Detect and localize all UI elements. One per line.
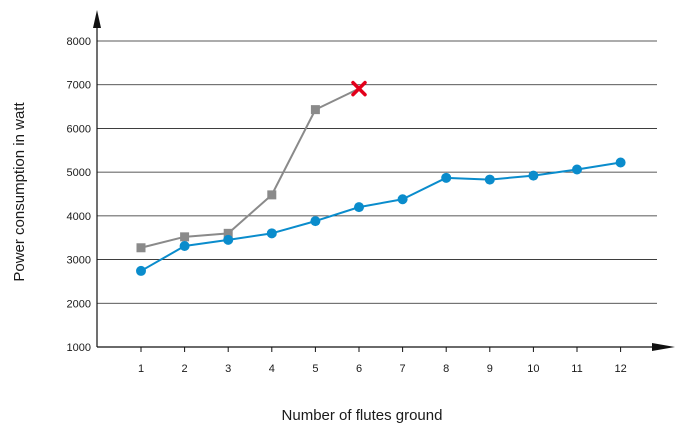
x-tick-label: 6 <box>356 363 362 375</box>
x-tick-label: 8 <box>443 363 449 375</box>
data-series <box>136 80 626 276</box>
data-point <box>179 241 190 252</box>
series-line <box>140 87 360 249</box>
y-axis-arrow <box>93 10 101 28</box>
x-axis-arrow <box>652 343 675 351</box>
x-tick-label: 9 <box>487 363 493 375</box>
data-point <box>180 232 190 242</box>
data-point <box>310 216 321 227</box>
y-tick-label: 7000 <box>67 80 91 92</box>
data-point <box>310 105 320 115</box>
data-point <box>528 170 539 181</box>
data-point <box>441 172 452 183</box>
x-tick-label: 2 <box>182 363 188 375</box>
y-tick-label: 8000 <box>67 36 91 48</box>
series-2 <box>136 157 626 276</box>
y-tick-label: 1000 <box>67 342 91 354</box>
end-cross-marker <box>351 80 367 97</box>
data-point <box>136 265 146 276</box>
x-tick-label: 11 <box>571 363 582 375</box>
x-tick-label: 12 <box>614 363 626 375</box>
y-tick-label: 4000 <box>67 211 91 223</box>
y-tick-label: 2000 <box>67 298 91 310</box>
data-point <box>266 228 277 239</box>
data-point <box>267 190 277 200</box>
data-point <box>615 157 626 168</box>
data-point <box>572 164 582 175</box>
y-tick-label: 5000 <box>67 167 91 179</box>
x-tick-label: 4 <box>269 363 275 375</box>
x-tick-label: 10 <box>527 363 539 375</box>
x-axis-label: Number of flutes ground <box>282 407 443 424</box>
y-tick-labels: 1000 2000 3000 4000 5000 6000 7000 8000 <box>67 36 91 354</box>
y-axis-label: Power consumption in watt <box>11 102 28 282</box>
series-1 <box>136 80 367 253</box>
series-line <box>140 161 621 272</box>
x-tick-label: 3 <box>225 363 231 375</box>
data-point <box>136 243 146 253</box>
data-point <box>397 194 408 205</box>
axes <box>93 10 675 351</box>
data-point <box>223 234 234 245</box>
gridlines <box>97 40 657 304</box>
data-point <box>484 174 495 185</box>
y-tick-label: 6000 <box>67 123 91 135</box>
data-point <box>354 202 364 213</box>
x-tick-label: 7 <box>400 363 406 375</box>
x-tick-label: 1 <box>138 363 144 375</box>
y-tick-label: 3000 <box>67 255 91 267</box>
x-tick-label: 5 <box>312 363 318 375</box>
data-point <box>223 228 233 238</box>
x-tick-labels: 1 2 3 4 5 6 7 8 9 10 11 12 <box>138 347 627 375</box>
